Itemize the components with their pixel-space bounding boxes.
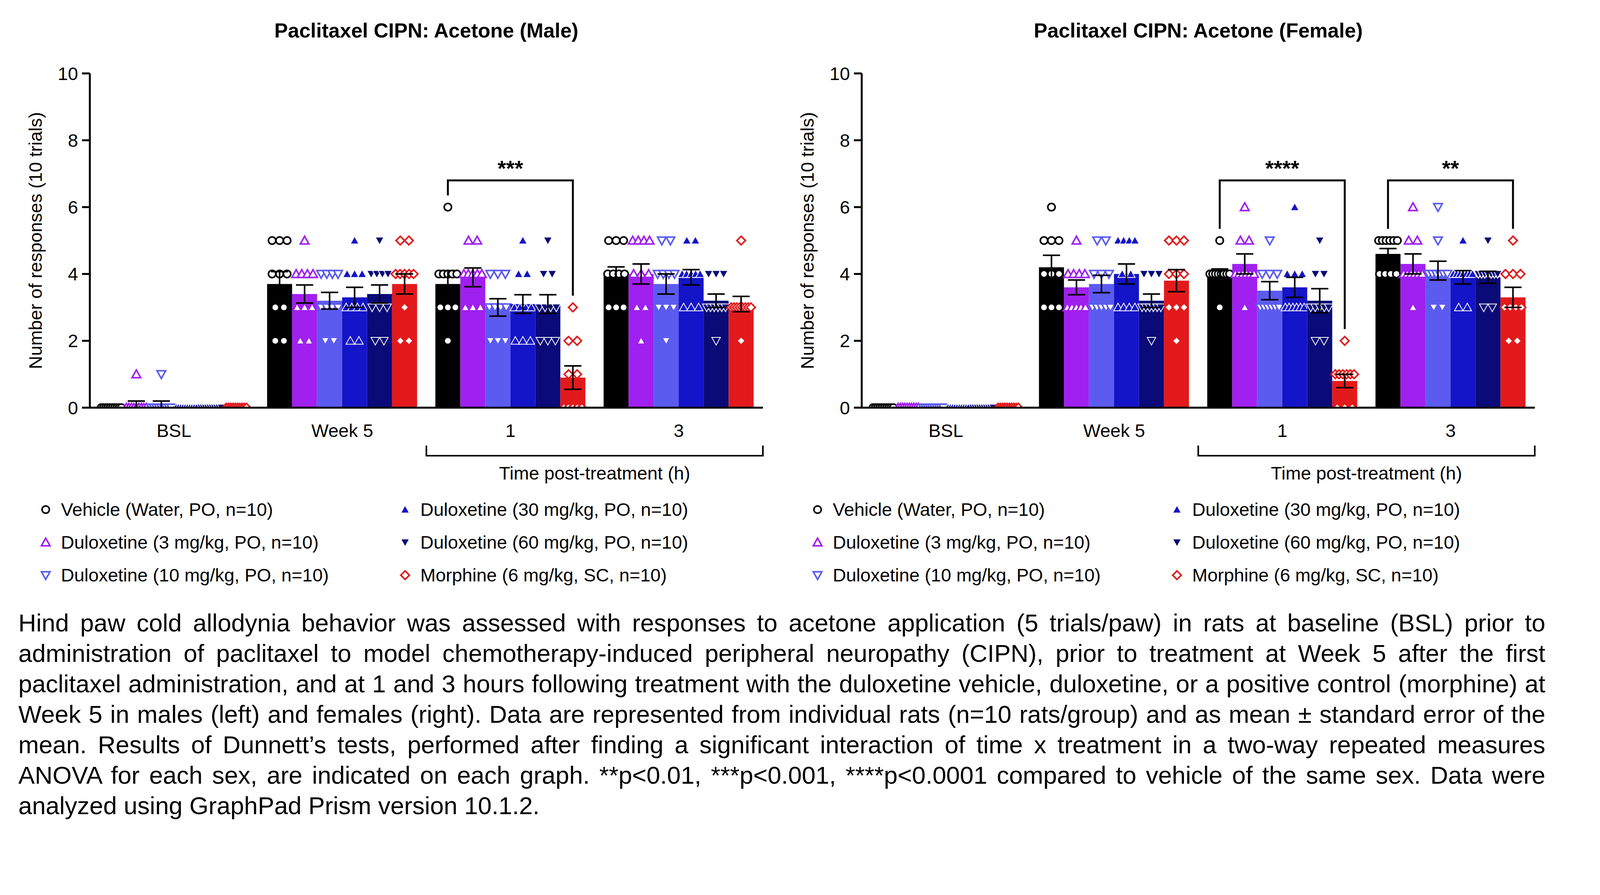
html-text:Vehicle (Water, PO, n=10): Vehicle (Water, PO, n=10) [832,499,1045,520]
html-text:Duloxetine (10 mg/kg, PO, n=10: Duloxetine (10 mg/kg, PO, n=10) [832,564,1101,586]
svg-text:0: 0 [67,397,79,419]
svg-text:8: 8 [839,130,850,151]
svg-text:10: 10 [57,63,79,84]
svg-text:****: **** [1265,155,1300,181]
svg-text:3: 3 [1445,420,1456,442]
svg-text:4: 4 [67,263,79,285]
html-text:Duloxetine (10 mg/kg, PO, n=10: Duloxetine (10 mg/kg, PO, n=10) [60,564,329,586]
svg-text:BSL: BSL [928,420,964,442]
html-text:Duloxetine (30 mg/kg, PO, n=10: Duloxetine (30 mg/kg, PO, n=10) [1192,499,1461,520]
svg-text:6: 6 [67,196,79,218]
svg-text:***: *** [497,155,524,181]
svg-text:Week 5: Week 5 [311,420,374,442]
html-text:Hind paw cold allodynia behavi: Hind paw cold allodynia behavior was ass… [18,609,1546,820]
svg-text:Time post-treatment (h): Time post-treatment (h) [499,462,691,484]
svg-text:**: ** [1441,155,1459,181]
html-text:Number of responses (10 trials: Number of responses (10 trials) [25,112,46,370]
svg-text:2: 2 [67,330,79,352]
svg-text:1: 1 [505,420,516,442]
svg-text:3: 3 [673,420,684,442]
svg-text:Time post-treatment (h): Time post-treatment (h) [1271,462,1463,484]
html-text:Duloxetine (30 mg/kg, PO, n=10: Duloxetine (30 mg/kg, PO, n=10) [420,499,689,520]
svg-text:Week 5: Week 5 [1083,420,1146,442]
html-text:Morphine (6 mg/kg, SC, n=10): Morphine (6 mg/kg, SC, n=10) [420,564,667,586]
svg-text:2: 2 [839,330,850,352]
html-text:Morphine (6 mg/kg, SC, n=10): Morphine (6 mg/kg, SC, n=10) [1192,564,1439,586]
html-text:Paclitaxel CIPN: Acetone (Fema: Paclitaxel CIPN: Acetone (Female) [1033,19,1363,42]
html-text:Duloxetine (60 mg/kg, PO, n=10: Duloxetine (60 mg/kg, PO, n=10) [420,532,689,553]
svg-text:1: 1 [1277,420,1288,442]
svg-text:6: 6 [839,196,850,218]
html-text:Duloxetine (3 mg/kg, PO, n=10): Duloxetine (3 mg/kg, PO, n=10) [60,532,319,553]
html-text:Vehicle (Water, PO, n=10): Vehicle (Water, PO, n=10) [60,499,274,520]
svg-text:BSL: BSL [156,420,192,442]
html-text:Duloxetine (60 mg/kg, PO, n=10: Duloxetine (60 mg/kg, PO, n=10) [1192,532,1461,553]
svg-text:8: 8 [67,130,79,151]
html-text:Paclitaxel CIPN: Acetone (Male: Paclitaxel CIPN: Acetone (Male) [274,19,579,42]
html-text:Number of responses (10 trials: Number of responses (10 trials) [796,112,818,370]
html-text:Duloxetine (3 mg/kg, PO, n=10): Duloxetine (3 mg/kg, PO, n=10) [832,532,1091,553]
svg-text:10: 10 [829,63,850,84]
svg-text:0: 0 [839,397,850,419]
svg-text:4: 4 [839,263,850,285]
